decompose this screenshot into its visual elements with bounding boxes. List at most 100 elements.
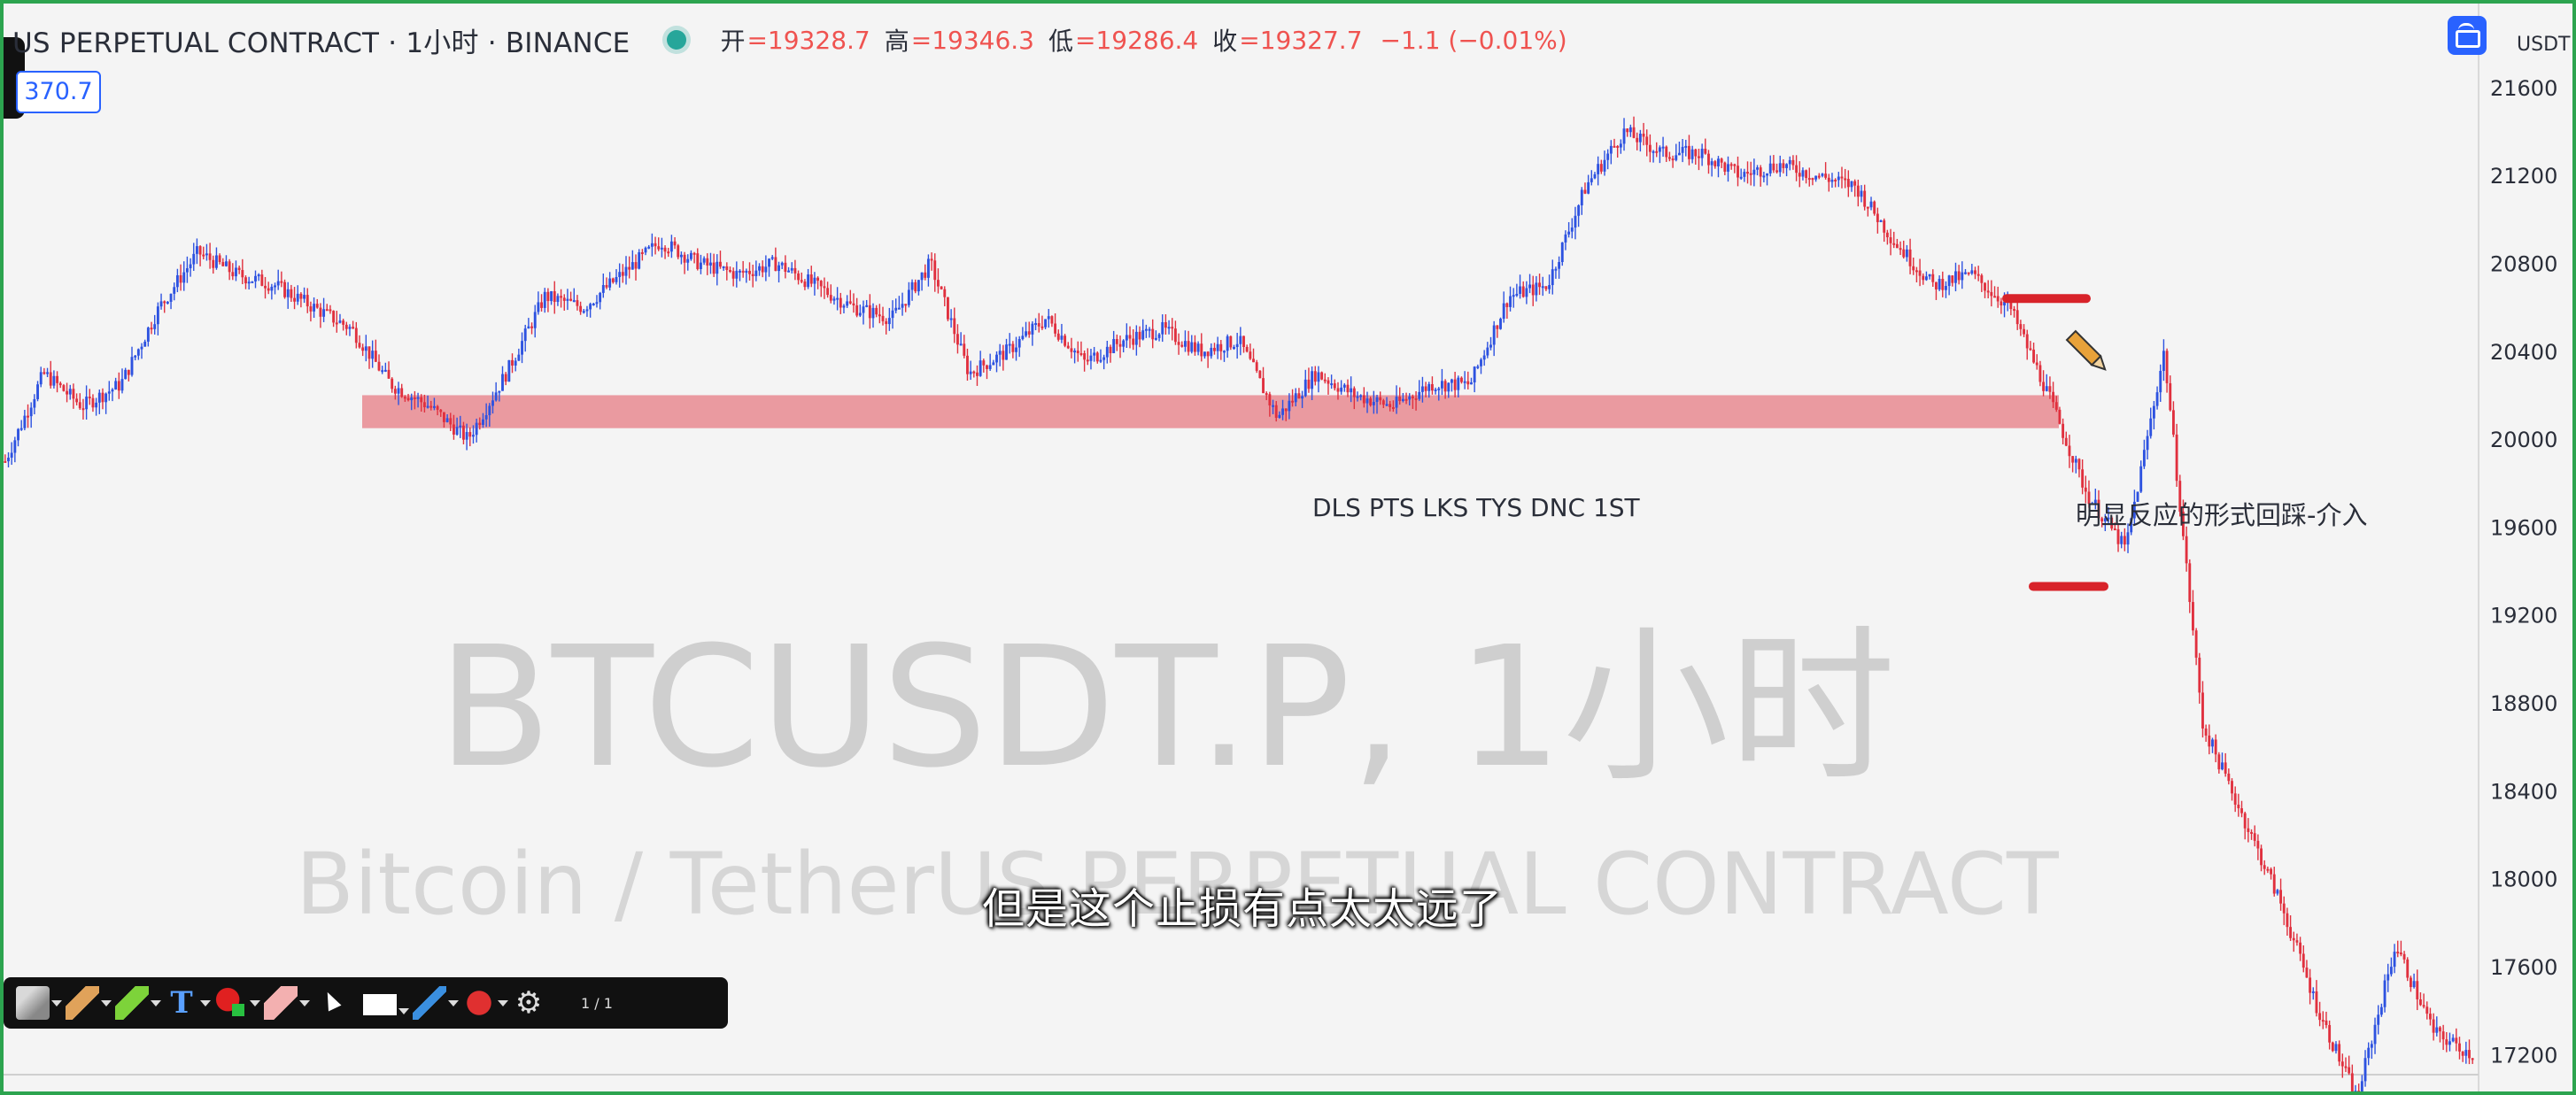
settings-icon[interactable]: ⚙ <box>514 985 543 1021</box>
pointer-tool-icon[interactable] <box>313 986 347 1020</box>
candle-body <box>562 297 566 301</box>
candle-body <box>930 258 933 261</box>
pen-tool-icon[interactable] <box>16 986 62 1020</box>
candle-body <box>2471 1058 2474 1060</box>
candle-body <box>1652 150 1655 153</box>
candle-body <box>1856 185 1860 197</box>
candle-body <box>1603 159 1606 172</box>
candle-body <box>1613 145 1616 148</box>
candle-body <box>709 262 712 266</box>
candle-body <box>657 246 661 250</box>
candle-body <box>358 343 361 348</box>
symbol-title[interactable]: US PERPETUAL CONTRACT · 1小时 · BINANCE <box>12 27 630 59</box>
candle-body <box>1404 398 1408 401</box>
camera-icon[interactable] <box>2448 16 2487 55</box>
candle-body <box>595 302 599 305</box>
candle-body <box>2311 991 2315 993</box>
candle-body <box>1245 346 1249 352</box>
candle-body <box>2451 1037 2455 1042</box>
candle-body <box>377 361 381 371</box>
candle-body <box>1807 178 1811 181</box>
candle-body <box>1505 303 1509 307</box>
candle-body <box>134 355 137 358</box>
candle-body <box>784 262 787 273</box>
candle-body <box>2139 466 2143 492</box>
candle-body <box>1284 408 1288 412</box>
candle-body <box>2243 813 2247 829</box>
candle-body <box>221 262 225 266</box>
candle-body <box>1609 145 1613 154</box>
candle-body <box>1144 328 1148 331</box>
candle-body <box>1661 146 1665 149</box>
candle-body <box>1863 190 1867 207</box>
highlighter-tool-icon[interactable] <box>115 986 161 1020</box>
price-input[interactable]: 370.7 <box>16 71 101 113</box>
candle-body <box>264 285 267 289</box>
candle-body <box>1583 189 1587 194</box>
candle-body <box>228 261 231 273</box>
candle-body <box>1772 163 1775 171</box>
candle-body <box>2355 1091 2357 1093</box>
candle-body <box>2292 937 2295 941</box>
candle-body <box>2334 1044 2338 1052</box>
support-zone[interactable] <box>362 395 2059 428</box>
candle-body <box>335 322 338 325</box>
text-tool-icon[interactable]: T <box>165 986 211 1020</box>
candle-body <box>1759 167 1762 177</box>
candle-body <box>846 301 849 306</box>
candle-body <box>1307 379 1311 389</box>
candle-body <box>1619 143 1622 148</box>
candle-body <box>293 297 296 302</box>
candle-body <box>286 289 290 297</box>
candle-body <box>2152 405 2155 419</box>
candle-body <box>826 288 830 296</box>
candle-body <box>933 260 937 281</box>
candle-body <box>1558 262 1561 269</box>
candle-body <box>1737 166 1739 178</box>
chart-canvas[interactable]: BTCUSDT.P, 1小时 Bitcoin / TetherUS PERPET… <box>4 4 2576 1095</box>
whiteboard-tool-icon[interactable] <box>363 994 409 1015</box>
candle-body <box>1616 145 1620 148</box>
candle-body <box>29 407 33 417</box>
candle-body <box>1239 335 1242 344</box>
candle-body <box>241 270 244 278</box>
candle-body <box>166 301 169 304</box>
candle-body <box>2299 942 2302 954</box>
candle-body <box>1313 371 1317 382</box>
candle-body <box>2211 739 2214 747</box>
candle-body <box>1118 343 1122 347</box>
candle-body <box>706 258 709 266</box>
record-tool-icon[interactable] <box>462 986 508 1020</box>
video-subtitle: 但是这个止损有点太太远了 <box>982 884 1504 934</box>
shape-tool-icon[interactable] <box>214 986 260 1020</box>
candle-body <box>325 309 329 312</box>
candle-body <box>1054 323 1057 334</box>
candle-body <box>683 254 686 263</box>
candle-body <box>1768 163 1772 174</box>
candle-body <box>1723 162 1727 172</box>
candle-body <box>1112 338 1116 353</box>
candle-body <box>2373 1024 2377 1045</box>
candle-body <box>1040 326 1044 328</box>
candle-body <box>56 375 59 383</box>
candle-body <box>143 341 147 347</box>
price-scale[interactable]: 21600 21200 20800 20400 20000 19600 19200 18800… <box>2490 76 2557 1068</box>
candle-body <box>449 418 453 425</box>
candle-body <box>391 378 394 389</box>
candle-body <box>865 305 869 307</box>
candle-body <box>947 297 949 320</box>
candle-body <box>517 354 521 361</box>
line-tool-icon[interactable] <box>413 986 459 1020</box>
eraser-tool-icon[interactable] <box>264 986 310 1020</box>
candle-body <box>1551 269 1554 286</box>
currency-label[interactable]: USDT <box>2517 34 2571 56</box>
candle-body <box>1717 158 1720 166</box>
candle-body <box>1918 270 1922 276</box>
candle-body <box>1844 178 1847 181</box>
candle-body <box>1675 155 1678 160</box>
candle-body <box>1587 181 1590 194</box>
marker-tool-icon[interactable] <box>66 986 112 1020</box>
candle-body <box>91 397 95 408</box>
candle-body <box>1476 366 1480 368</box>
candle-body <box>1970 270 1974 274</box>
